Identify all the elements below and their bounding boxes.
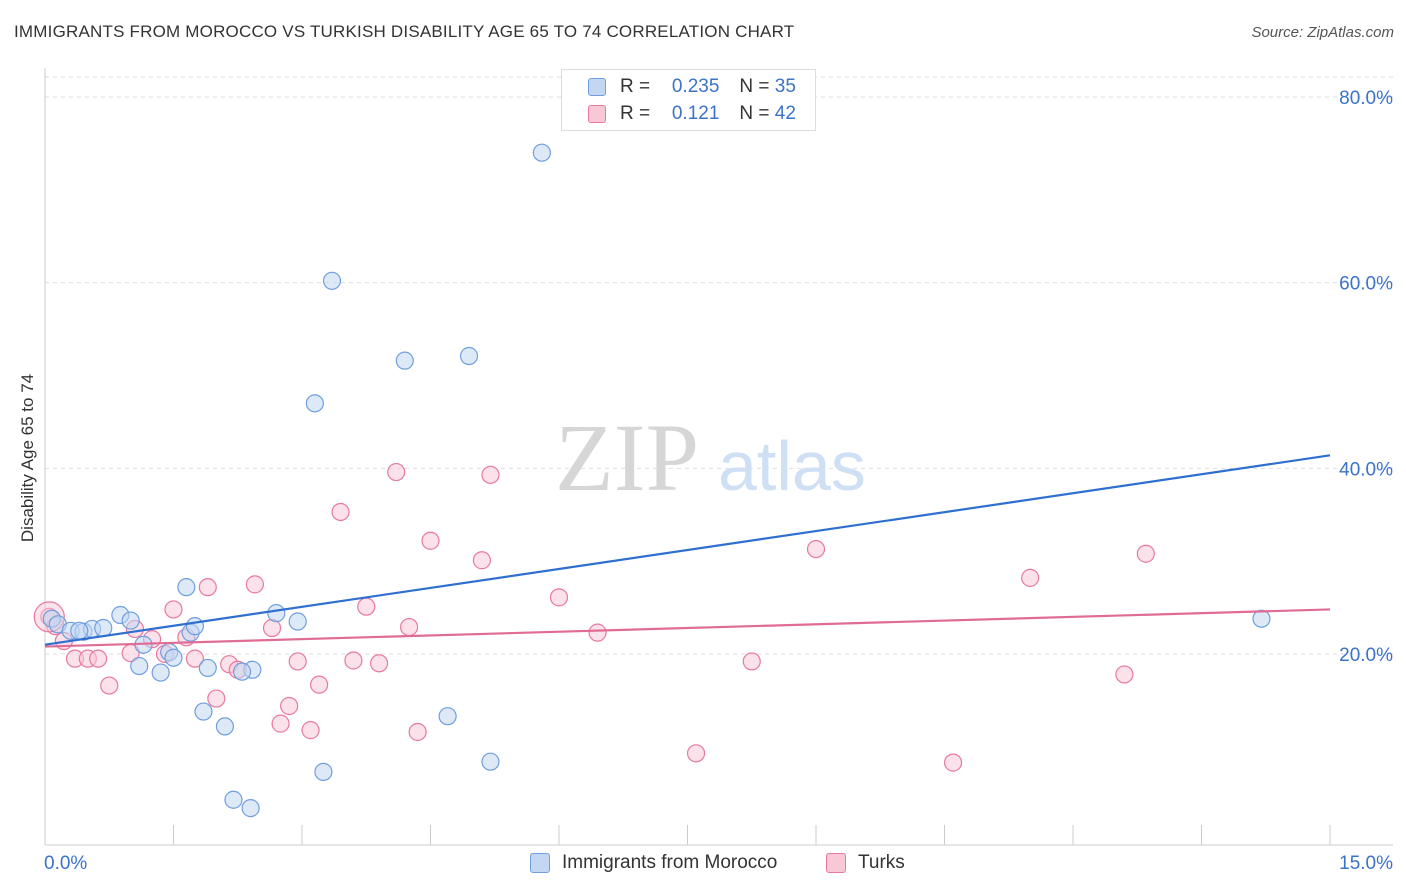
y-tick-label: 80.0% [1339, 88, 1393, 109]
svg-text:atlas: atlas [718, 427, 866, 505]
point-morocco [194, 702, 213, 721]
point-turks [185, 649, 205, 668]
point-morocco [70, 621, 89, 640]
point-turks [207, 689, 226, 708]
point-turks [344, 651, 363, 670]
point-turks [280, 696, 299, 716]
r-value: 0.121 [671, 103, 720, 124]
y-axis-label: Disability Age 65 to 74 [18, 373, 37, 543]
legend-swatch-morocco [530, 853, 550, 873]
point-morocco [215, 717, 234, 736]
point-turks [301, 721, 320, 740]
source-label: Source: ZipAtlas.com [1251, 24, 1394, 41]
point-morocco [314, 762, 333, 781]
y-tick-label: 60.0% [1339, 274, 1393, 295]
chart-title: IMMIGRANTS FROM MOROCCO VS TURKISH DISAB… [14, 22, 795, 41]
point-turks [387, 462, 406, 482]
trend-line-morocco [44, 454, 1331, 646]
point-turks [1136, 544, 1155, 563]
point-morocco [121, 611, 140, 630]
svg-text:ZIP: ZIP [555, 404, 699, 511]
point-morocco [459, 346, 479, 366]
point-turks [89, 649, 108, 668]
point-turks [357, 597, 376, 616]
point-morocco [151, 663, 170, 682]
r-value: 0.235 [671, 76, 720, 97]
point-morocco [481, 752, 500, 771]
point-turks [245, 575, 264, 594]
point-turks [198, 578, 217, 597]
point-morocco [322, 271, 342, 290]
point-turks [1021, 568, 1040, 587]
point-morocco [185, 617, 205, 636]
point-turks [271, 714, 290, 733]
grid-lines [45, 76, 1393, 655]
point-morocco [224, 790, 243, 809]
point-morocco [288, 612, 307, 631]
point-morocco [395, 351, 414, 370]
point-turks [164, 600, 183, 619]
tick-labels: 20.0% 40.0% 60.0% 80.0% 0.0% 15.0% [44, 88, 1393, 874]
point-morocco [198, 658, 217, 678]
legend-item-turks[interactable]: Turks [826, 852, 905, 874]
point-turks [1115, 665, 1134, 684]
correlation-legend: R = 0.235 N = 35 R = 0.121 N = 42 [561, 69, 816, 131]
series-morocco-points [42, 143, 1271, 818]
point-morocco [177, 578, 196, 597]
point-turks [481, 465, 500, 484]
point-turks [331, 502, 350, 522]
series-legend: Immigrants from Morocco Turks [0, 852, 1406, 876]
legend-row-turks: R = 0.121 N = 42 [588, 102, 796, 126]
legend-label-morocco: Immigrants from Morocco [562, 852, 778, 873]
point-morocco [438, 707, 457, 726]
point-turks [408, 722, 427, 742]
point-morocco [532, 143, 551, 162]
n-value: 42 [774, 103, 796, 124]
point-turks [549, 588, 569, 607]
point-turks [288, 652, 307, 671]
legend-swatch-morocco [588, 78, 606, 96]
point-turks [310, 675, 329, 694]
legend-label-turks: Turks [858, 852, 905, 873]
point-turks [399, 617, 419, 637]
n-label: N = [739, 76, 770, 97]
n-label: N = [739, 103, 770, 124]
point-morocco [94, 618, 113, 638]
point-turks [472, 551, 491, 570]
point-turks [370, 654, 389, 673]
trend-lines [44, 454, 1331, 648]
trend-line-turks [44, 608, 1331, 648]
point-turks [742, 652, 761, 671]
r-label: R = [620, 103, 651, 124]
legend-swatch-turks [588, 105, 606, 123]
point-morocco [267, 604, 286, 623]
point-turks [588, 623, 607, 642]
axes [44, 68, 1393, 846]
point-turks [806, 539, 826, 559]
point-morocco [241, 799, 260, 818]
point-morocco [232, 662, 252, 681]
r-label: R = [620, 76, 651, 97]
point-turks [421, 531, 440, 550]
y-tick-label: 20.0% [1339, 645, 1393, 666]
point-turks [943, 753, 963, 772]
point-morocco [130, 656, 149, 676]
n-value: 35 [774, 76, 796, 97]
y-tick-label: 40.0% [1339, 459, 1393, 480]
watermark: ZIP atlas [555, 404, 866, 511]
x-tick-label: 15.0% [1339, 853, 1393, 874]
x-tick-label: 0.0% [44, 853, 87, 874]
legend-item-morocco[interactable]: Immigrants from Morocco [530, 852, 777, 874]
legend-row-morocco: R = 0.235 N = 35 [588, 75, 796, 99]
legend-swatch-turks [826, 853, 846, 873]
point-morocco [164, 648, 183, 667]
point-morocco [1252, 609, 1271, 628]
point-morocco [305, 394, 324, 413]
point-turks [686, 744, 706, 763]
point-turks [100, 676, 119, 695]
